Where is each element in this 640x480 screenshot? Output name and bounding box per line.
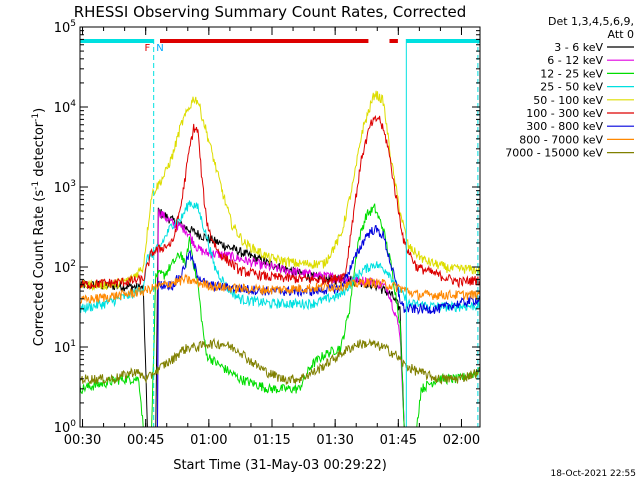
series-line-7 — [79, 273, 481, 304]
series-line-6 — [147, 225, 481, 428]
y-tick-label-2: 102 — [54, 259, 76, 276]
y-tick-label-1: 101 — [54, 339, 76, 356]
legend-label-3: 25 - 50 keV — [540, 81, 603, 94]
x-tick-label-2: 01:00 — [190, 433, 227, 448]
x-tick-label-5: 01:45 — [380, 433, 417, 448]
legend-label-6: 300 - 800 keV — [526, 120, 603, 133]
legend-header-line-1: Det 1,3,4,5,6,9, — [548, 15, 634, 28]
series-line-1 — [147, 208, 417, 428]
series-lines — [79, 90, 481, 428]
y-axis: 100 101 102 103 104 105 — [54, 19, 480, 436]
legend-label-8: 7000 - 15000 keV — [505, 147, 603, 160]
x-tick-label-1: 00:45 — [127, 433, 164, 448]
series-line-4 — [79, 90, 481, 292]
y-tick-label-4: 104 — [54, 99, 77, 116]
series-line-2 — [79, 203, 481, 428]
legend-label-7: 800 - 7000 keV — [519, 133, 603, 146]
y-axis-label: Corrected Count Rate (s-1 detector-1) — [31, 108, 47, 346]
series-line-3 — [79, 200, 481, 314]
plot-frame — [79, 26, 481, 428]
legend-label-2: 12 - 25 keV — [540, 67, 603, 80]
legend-label-4: 50 - 100 keV — [533, 94, 603, 107]
y-tick-label-5: 105 — [54, 19, 76, 36]
legend-label-0: 3 - 6 keV — [554, 41, 603, 54]
y-tick-label-3: 103 — [54, 179, 76, 196]
legend-label-5: 100 - 300 keV — [526, 107, 603, 120]
x-axis: 00:30 00:45 01:00 01:15 01:30 01:45 02:00 — [64, 27, 480, 448]
legend-label-1: 6 - 12 keV — [547, 54, 603, 67]
y-tick-label-0: 100 — [54, 419, 77, 436]
x-tick-label-3: 01:15 — [253, 433, 290, 448]
status-label-0: F — [144, 43, 150, 54]
status-vertical-lines — [153, 39, 479, 427]
x-tick-label-6: 02:00 — [443, 433, 480, 448]
chart-title: RHESSI Observing Summary Count Rates, Co… — [74, 3, 467, 21]
legend-header-line-2: Att 0 — [608, 28, 634, 41]
status-label-1: N — [156, 43, 163, 54]
x-tick-label-4: 01:30 — [316, 433, 353, 448]
x-axis-label: Start Time (31-May-03 00:29:22) — [173, 458, 387, 473]
series-line-5 — [79, 115, 481, 290]
generation-timestamp: 18-Oct-2021 22:55 — [551, 469, 636, 479]
series-line-8 — [79, 337, 481, 386]
x-tick-label-0: 00:30 — [64, 433, 101, 448]
